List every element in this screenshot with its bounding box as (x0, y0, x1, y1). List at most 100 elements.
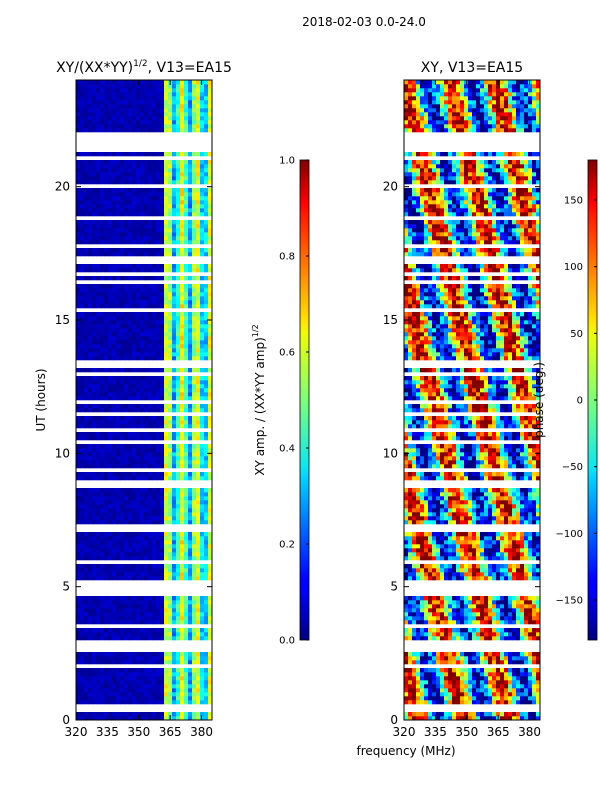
amplitude-cell (120, 100, 125, 105)
phase-cell (516, 692, 521, 697)
amplitude-cell (140, 296, 145, 301)
amplitude-cell (204, 296, 209, 301)
amplitude-cell (92, 180, 97, 185)
amplitude-cell (200, 488, 205, 493)
amplitude-cell (108, 420, 113, 425)
amplitude-cell (100, 284, 105, 289)
amplitude-cell (208, 424, 213, 429)
amplitude-cell (128, 300, 133, 305)
phase-cell (520, 700, 525, 705)
amplitude-cell (120, 512, 125, 517)
amplitude-cell (168, 500, 173, 505)
amplitude-cell (184, 696, 189, 701)
amplitude-cell (192, 612, 197, 617)
amplitude-cell (116, 460, 121, 465)
amplitude-cell (152, 324, 157, 329)
amplitude-cell (128, 312, 133, 317)
phase-cell (492, 660, 497, 665)
amplitude-cell (124, 516, 129, 521)
amplitude-cell (208, 500, 213, 505)
amplitude-cell (108, 336, 113, 341)
phase-cell (520, 716, 525, 721)
amplitude-cell (164, 520, 169, 525)
phase-cell (524, 676, 529, 681)
amplitude-cell (92, 224, 97, 229)
amplitude-cell (132, 240, 137, 245)
amplitude-cell (88, 444, 93, 449)
amplitude-cell (172, 576, 177, 581)
amplitude-cell (116, 88, 121, 93)
amplitude-cell (172, 328, 177, 333)
amplitude-cell (112, 676, 117, 681)
phase-cell (412, 680, 417, 685)
amplitude-cell (156, 84, 161, 89)
amplitude-cell (128, 316, 133, 321)
amplitude-cell (164, 100, 169, 105)
amplitude-cell (144, 408, 149, 413)
phase-cell (448, 676, 453, 681)
phase-cell (516, 656, 521, 661)
amplitude-cell (108, 696, 113, 701)
amplitude-cell (180, 620, 185, 625)
amplitude-cell (176, 608, 181, 613)
amplitude-cell (172, 696, 177, 701)
phase-cell (528, 672, 533, 677)
phase-cell (476, 636, 481, 641)
phase-cell (524, 672, 529, 677)
amplitude-cell (184, 168, 189, 173)
amplitude-cell (116, 548, 121, 553)
phase-cell (416, 652, 421, 657)
amplitude-cell (140, 432, 145, 437)
amplitude-cell (76, 80, 81, 85)
amplitude-cell (104, 388, 109, 393)
amplitude-cell (184, 464, 189, 469)
amplitude-cell (120, 464, 125, 469)
amplitude-cell (208, 620, 213, 625)
amplitude-cell (152, 532, 157, 537)
amplitude-cell (120, 504, 125, 509)
amplitude-cell (96, 408, 101, 413)
amplitude-cell (172, 180, 177, 185)
amplitude-cell (140, 120, 145, 125)
amplitude-cell (160, 188, 165, 193)
amplitude-cell (188, 652, 193, 657)
amplitude-cell (104, 248, 109, 253)
amplitude-cell (84, 320, 89, 325)
amplitude-cell (124, 92, 129, 97)
amplitude-cell (184, 384, 189, 389)
amplitude-cell (176, 700, 181, 705)
amplitude-cell (148, 628, 153, 633)
amplitude-cell (108, 716, 113, 721)
amplitude-cell (204, 312, 209, 317)
phase-cell (424, 656, 429, 661)
amplitude-cell (116, 564, 121, 569)
phase-cell (508, 712, 513, 717)
amplitude-cell (136, 544, 141, 549)
amplitude-cell (176, 324, 181, 329)
phase-cell (456, 716, 461, 721)
amplitude-cell (76, 344, 81, 349)
amplitude-cell (112, 180, 117, 185)
amplitude-cell (152, 420, 157, 425)
amplitude-cell (116, 248, 121, 253)
amplitude-cell (196, 348, 201, 353)
amplitude-cell (156, 176, 161, 181)
amplitude-cell (140, 284, 145, 289)
amplitude-cell (204, 300, 209, 305)
amplitude-cell (92, 232, 97, 237)
amplitude-cell (140, 168, 145, 173)
amplitude-cell (100, 120, 105, 125)
phase-cell (432, 716, 437, 721)
amplitude-cell (88, 316, 93, 321)
phase-cell (524, 692, 529, 697)
amplitude-cell (120, 684, 125, 689)
amplitude-cell (164, 532, 169, 537)
amplitude-cell (120, 316, 125, 321)
amplitude-cell (204, 536, 209, 541)
amplitude-cell (88, 536, 93, 541)
phase-cell (432, 680, 437, 685)
amplitude-cell (164, 460, 169, 465)
phase-cell (496, 652, 501, 657)
phase-cell (492, 676, 497, 681)
amplitude-cell (200, 312, 205, 317)
